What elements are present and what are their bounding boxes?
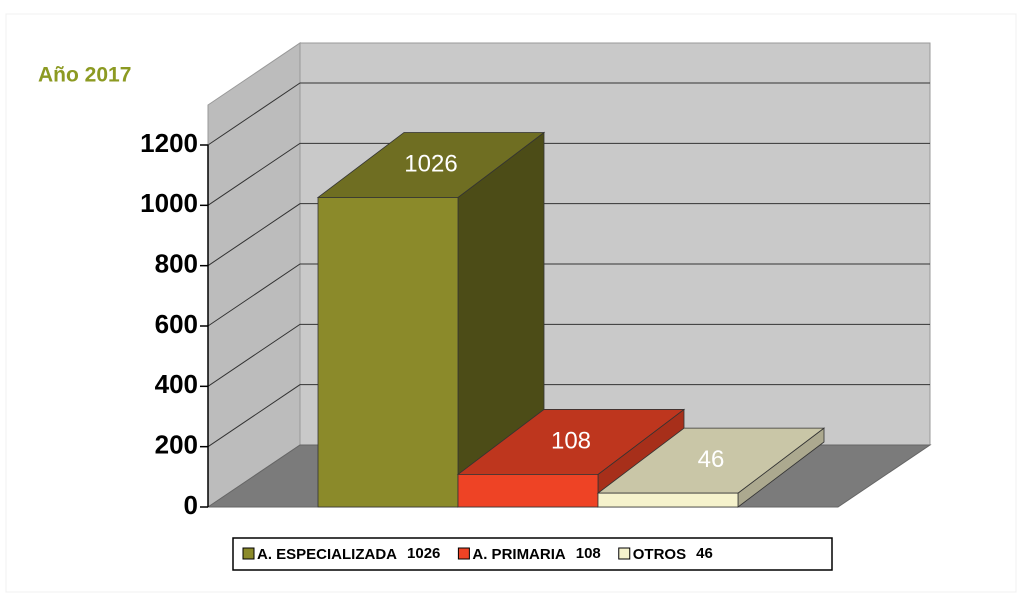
data-label: 46 [698, 446, 725, 473]
grid-line [207, 263, 930, 327]
grid-line [207, 323, 930, 387]
legend-value: 1026 [407, 545, 440, 562]
y-tick-label: 800 [155, 249, 198, 279]
legend-label: OTROS [633, 546, 686, 563]
chart-title: Año 2017 [38, 64, 131, 87]
y-tick-label: 1200 [140, 128, 198, 158]
y-tick-label: 400 [155, 369, 198, 399]
y-tick-label: 200 [155, 430, 198, 460]
legend-swatch [457, 547, 470, 560]
data-label: 1026 [404, 150, 457, 177]
legend-label: A. PRIMARIA [472, 546, 566, 563]
data-label: 108 [551, 427, 591, 454]
legend-swatch [618, 547, 631, 560]
legend-value: 46 [696, 545, 713, 562]
y-tick-label: 600 [155, 309, 198, 339]
legend-label: A. ESPECIALIZADA [257, 546, 397, 563]
grid-line [207, 203, 930, 267]
grid-line [207, 142, 930, 206]
legend [232, 537, 833, 571]
legend-value: 108 [576, 545, 601, 562]
grid-line [207, 384, 930, 448]
y-tick-label: 0 [184, 490, 198, 520]
grid-line [207, 82, 930, 146]
y-tick-label: 1000 [140, 188, 198, 218]
bar [597, 492, 739, 508]
bar [457, 474, 599, 508]
legend-swatch [242, 547, 255, 560]
bar [317, 197, 459, 508]
